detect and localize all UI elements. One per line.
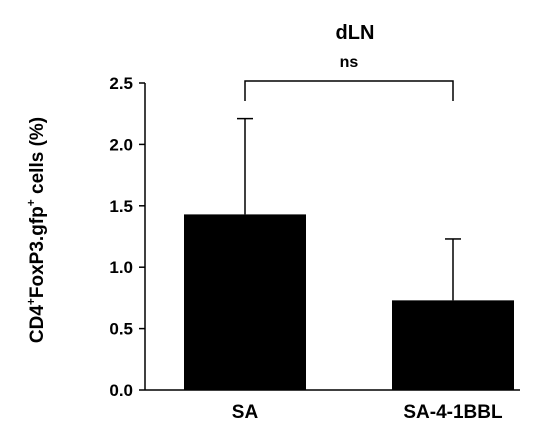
- y-label-sup1: +: [24, 298, 38, 305]
- bar: [392, 300, 514, 390]
- y-axis-label: CD4+FoxP3.gfp+ cells (%): [24, 117, 48, 343]
- significance-bracket: [244, 80, 454, 101]
- significance-label: ns: [340, 54, 359, 71]
- y-tick-label: 0.0: [109, 381, 133, 400]
- category-label: SA-4-1BBL: [403, 402, 503, 423]
- y-tick-label: 1.5: [109, 197, 133, 216]
- chart-title: dLN: [336, 22, 375, 44]
- y-label-suffix: cells (%): [27, 117, 48, 199]
- y-label-prefix: CD4: [27, 305, 48, 343]
- y-tick-label: 1.0: [109, 258, 133, 277]
- category-label: SA: [232, 402, 259, 423]
- y-tick-label: 2.5: [109, 74, 133, 93]
- bar: [184, 214, 306, 390]
- y-label-sup2: +: [24, 199, 38, 206]
- y-tick-label: 2.0: [109, 135, 133, 154]
- y-label-middle: FoxP3.gfp: [27, 206, 48, 298]
- y-tick-label: 0.5: [109, 320, 133, 339]
- plot-area: 0.0 0.5 1.0 1.5 2.0 2.5 SA SA-4-1BBL ns: [109, 54, 520, 423]
